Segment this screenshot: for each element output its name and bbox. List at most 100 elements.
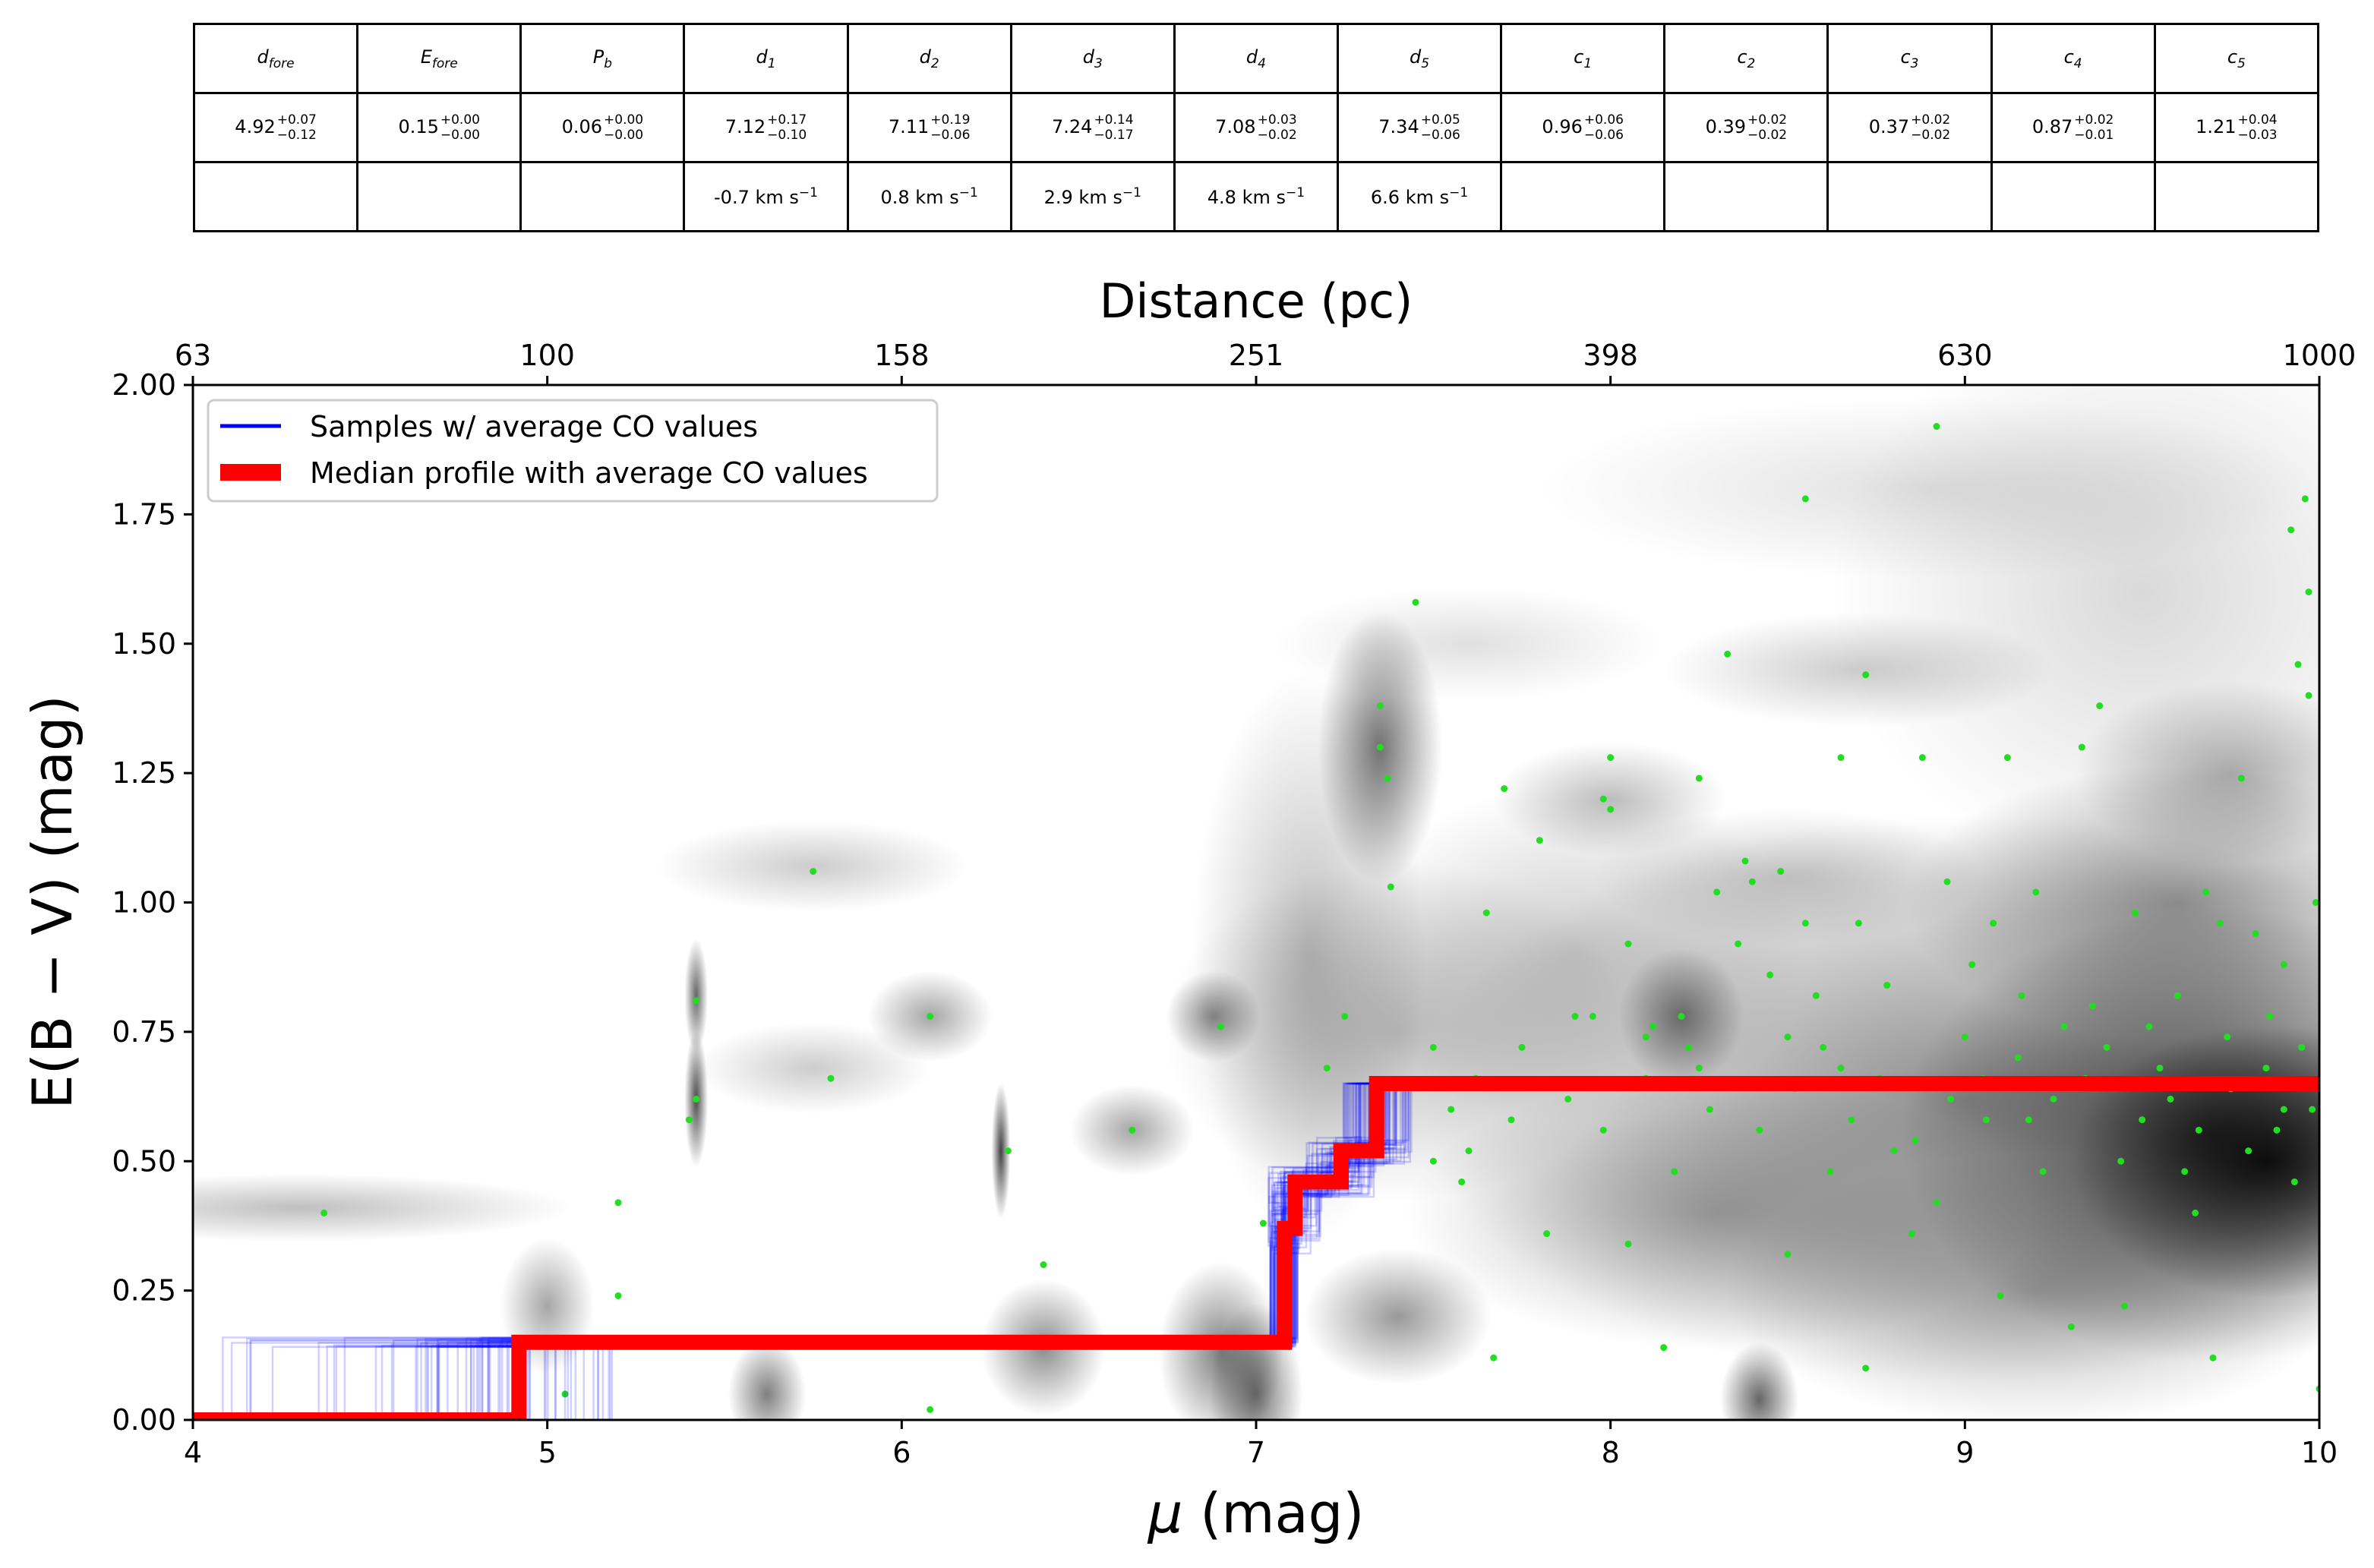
star-point (2209, 1354, 2217, 1361)
header-symbol: c (1574, 46, 1584, 68)
star-point (1660, 1344, 1668, 1352)
star-point (1947, 1095, 1955, 1103)
star-point (693, 1095, 700, 1103)
header-cell-5: d3 (1009, 23, 1176, 94)
sample-profile (193, 1082, 2319, 1420)
value-minus: −0.00 (440, 128, 480, 143)
star-point (2237, 775, 2245, 782)
star-point (2224, 1033, 2231, 1041)
sample-profile (193, 1082, 2319, 1420)
value-errors: +0.17 −0.10 (767, 112, 807, 143)
value-plus: +0.02 (1747, 112, 1788, 128)
header-subscript: 4 (1258, 55, 1266, 71)
star-point (1384, 775, 1391, 782)
sample-profile (193, 1082, 2319, 1420)
sample-profile (193, 1082, 2319, 1420)
velocity-exponent: −1 (1122, 185, 1141, 200)
density-blob (1274, 586, 1664, 701)
top-tick-label: 251 (1229, 339, 1284, 372)
value-plus: +0.03 (1257, 112, 1297, 128)
value-plus: +0.06 (1583, 112, 1624, 128)
star-point (810, 868, 817, 875)
star-points (320, 423, 2319, 1413)
value-plus: +0.14 (1094, 112, 1134, 128)
star-point (1624, 940, 1632, 948)
sample-profile (193, 1082, 2319, 1420)
density-blob (696, 1022, 930, 1114)
y-tick-label: 2.00 (112, 368, 176, 402)
y-tick-label: 0.50 (112, 1144, 176, 1178)
y-tick-label: 1.50 (112, 627, 176, 661)
density-blob (1304, 1248, 1492, 1385)
value-main: 0.15 (398, 116, 439, 137)
header-subscript: fore (268, 55, 295, 71)
star-point (2078, 743, 2085, 751)
header-cell-10: c3 (1826, 23, 1993, 94)
value-plus: +0.07 (276, 112, 317, 128)
star-point (2294, 661, 2302, 668)
value-main: 7.12 (725, 116, 766, 137)
star-point (1918, 754, 1926, 762)
star-point (1678, 1012, 1685, 1020)
velocity-value: 4.8 km s (1207, 187, 1286, 208)
header-symbol: d (1410, 46, 1422, 68)
value-minus: −0.02 (1747, 128, 1788, 143)
star-point (1713, 888, 1721, 896)
x-tick-label: 10 (2301, 1436, 2338, 1469)
header-symbol: c (1900, 46, 1911, 68)
x-tick-label: 9 (1956, 1436, 1974, 1469)
value-main: 0.39 (1705, 116, 1746, 137)
star-point (2032, 888, 2040, 896)
sample-profile (193, 1082, 2319, 1420)
header-symbol: d (257, 46, 269, 68)
velocity-cell-9 (1663, 161, 1829, 232)
star-point (2018, 992, 2025, 999)
value-minus: −0.17 (1094, 128, 1134, 143)
legend: Samples w/ average CO values Median prof… (207, 399, 939, 503)
value-minus: −0.06 (930, 128, 971, 143)
header-subscript: b (604, 55, 612, 71)
density-blob (684, 939, 709, 1053)
x-tick-label: 4 (184, 1436, 202, 1469)
value-main: 7.11 (888, 116, 930, 137)
star-point (1607, 806, 1615, 813)
star-point (2181, 1168, 2189, 1175)
star-point (1040, 1261, 1047, 1269)
velocity-exponent: −1 (1285, 185, 1305, 200)
star-point (1748, 878, 1756, 885)
sample-profile (193, 1082, 2319, 1420)
velocity-cell-5: 2.9 km s−1 (1009, 161, 1176, 232)
y-tick-label: 0.00 (112, 1403, 176, 1437)
star-point (1642, 1033, 1649, 1041)
value-errors: +0.19 −0.06 (930, 112, 970, 143)
star-point (2096, 702, 2104, 710)
value-plus: +0.00 (440, 112, 480, 128)
y-tick-label: 0.75 (112, 1015, 176, 1049)
header-subscript: 5 (2237, 55, 2246, 71)
header-symbol: d (919, 46, 931, 68)
sample-profile (193, 1082, 2319, 1420)
velocity-row: -0.7 km s−1 0.8 km s−1 2.9 km s−1 4.8 km s−… (192, 161, 2320, 232)
header-cell-8: c1 (1500, 23, 1666, 94)
sample-profile (193, 1082, 2319, 1420)
header-cell-2: Pb (519, 23, 686, 94)
star-point (2305, 692, 2312, 699)
header-cell-11: c4 (1990, 23, 2156, 94)
star-point (1890, 1147, 1898, 1155)
value-main: 7.34 (1378, 116, 1419, 137)
value-plus: +0.00 (604, 112, 644, 128)
legend-box (207, 399, 939, 503)
star-point (1862, 671, 1870, 679)
star-point (1564, 1095, 1572, 1103)
value-errors: +0.02 −0.02 (1911, 112, 1950, 143)
star-point (2145, 1023, 2153, 1030)
header-subscript: fore (431, 55, 458, 71)
value-errors: +0.07 −0.12 (277, 112, 317, 143)
x-axis: 4 5 6 7 8 9 10 (184, 1420, 2338, 1469)
star-point (1465, 1147, 1473, 1155)
star-point (1982, 1116, 1990, 1124)
value-minus: −0.06 (1583, 128, 1624, 143)
density-blob (728, 1336, 807, 1420)
star-point (2050, 1095, 2057, 1103)
